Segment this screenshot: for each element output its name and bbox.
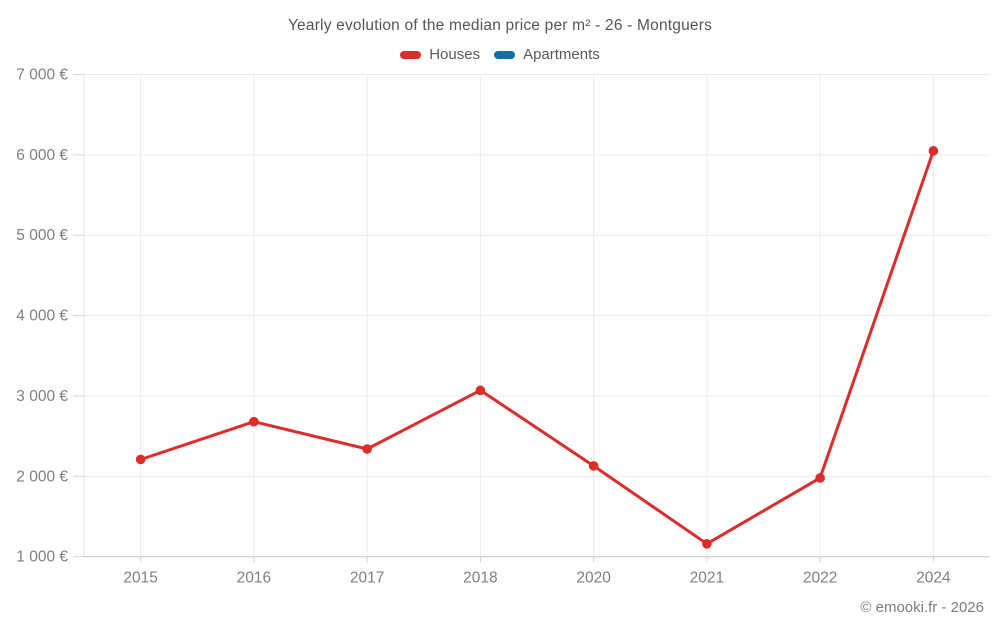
data-point [588, 461, 599, 471]
data-point [815, 473, 825, 483]
data-point [928, 146, 939, 156]
y-tick-label: 3 000 € [16, 388, 68, 405]
x-tick-label: 2024 [916, 570, 951, 587]
chart-title: Yearly evolution of the median price per… [287, 17, 713, 34]
x-tick-label: 2015 [123, 570, 157, 587]
legend-item-houses[interactable]: Houses [400, 46, 480, 63]
y-tick-label: 5 000 € [16, 227, 68, 244]
x-tick-label: 2022 [803, 570, 837, 587]
line-chart: 1 000 € 2 000 € 3 000 € 4 000 € 5 000 € 6 000… [16, 67, 990, 587]
legend-item-apartments[interactable]: Apartments [494, 46, 600, 63]
series-line-houses [139, 149, 935, 546]
y-tick-label: 4 000 € [16, 308, 68, 325]
x-tick-label: 2017 [350, 570, 384, 587]
y-tick-label: 7 000 € [16, 67, 68, 84]
data-point [249, 416, 259, 427]
y-tick-label: 1 000 € [16, 549, 68, 566]
data-point [475, 385, 486, 396]
legend-label-houses: Houses [429, 46, 481, 63]
chart-legend: Houses Apartments [0, 46, 1000, 63]
data-point [135, 454, 146, 465]
legend-label-apartments: Apartments [523, 46, 600, 63]
x-tick-label: 2018 [463, 570, 497, 587]
data-point [702, 539, 712, 549]
houses-swatch-icon [400, 50, 422, 59]
data-point [362, 444, 372, 454]
attribution-text: © emooki.fr - 2026 [860, 599, 984, 616]
apartments-swatch-icon [494, 50, 516, 59]
x-tick-label: 2020 [576, 570, 611, 587]
y-tick-label: 2 000 € [16, 468, 68, 485]
x-tick-label: 2021 [690, 570, 724, 587]
x-tick-label: 2016 [237, 570, 271, 587]
y-tick-label: 6 000 € [16, 147, 68, 164]
